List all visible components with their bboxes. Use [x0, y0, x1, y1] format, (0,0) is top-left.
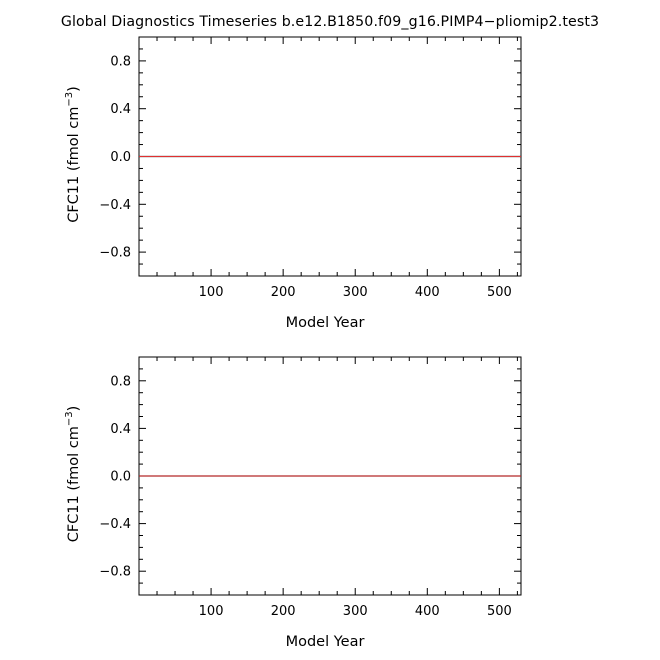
y-axis-label: CFC11 (fmol cm−3)	[64, 86, 82, 223]
y-tick-label: 0.0	[110, 470, 131, 485]
x-tick-label: 400	[415, 285, 440, 300]
x-tick-label: 400	[415, 604, 440, 619]
y-tick-label: −0.4	[99, 198, 131, 213]
figure-title: Global Diagnostics Timeseries b.e12.B185…	[60, 14, 600, 30]
y-tick-label: 0.4	[110, 102, 131, 117]
y-tick-label: 0.8	[110, 54, 131, 69]
y-axis-label-main: CFC11 (fmol cm	[66, 426, 82, 542]
x-tick-label: 200	[271, 285, 296, 300]
axis-ticks	[139, 37, 521, 276]
x-axis-label: Model Year	[286, 315, 365, 331]
y-axis-label-close: )	[66, 86, 82, 92]
x-tick-label: 100	[199, 285, 224, 300]
y-axis-label-main: CFC11 (fmol cm	[66, 107, 82, 223]
x-tick-label: 500	[487, 604, 512, 619]
y-tick-label: 0.0	[110, 150, 131, 165]
y-tick-label: −0.8	[99, 246, 131, 261]
axis-ticks	[139, 357, 521, 595]
y-axis-label: CFC11 (fmol cm−3)	[64, 406, 82, 543]
y-tick-label: 0.4	[110, 422, 131, 437]
bottom-panel: 100 200 300 400 500 0.8 0.4 0.0 −0.4 −0.8 Model Ye…	[64, 356, 522, 650]
x-tick-label: 300	[343, 604, 368, 619]
y-axis-label-close: )	[66, 406, 82, 412]
y-tick-label: −0.8	[99, 565, 131, 580]
y-axis-label-superscript: −3	[64, 92, 75, 107]
y-tick-label: −0.4	[99, 517, 131, 532]
y-tick-label: 0.8	[110, 374, 131, 389]
x-axis-label: Model Year	[286, 634, 365, 650]
x-tick-label: 100	[199, 604, 224, 619]
x-tick-label: 500	[487, 285, 512, 300]
x-tick-label: 300	[343, 285, 368, 300]
x-tick-label: 200	[271, 604, 296, 619]
y-axis-label-superscript: −3	[64, 411, 75, 426]
top-panel: 100 200 300 400 500 0.8 0.4 0.0 −0.4 −0.8 Model Ye…	[64, 36, 522, 331]
